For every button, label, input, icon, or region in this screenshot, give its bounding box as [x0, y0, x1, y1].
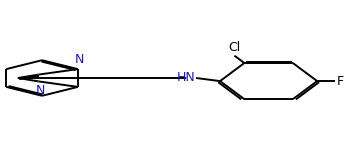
Text: Cl: Cl — [228, 41, 240, 54]
Text: HN: HN — [177, 71, 195, 85]
Text: N: N — [36, 85, 45, 98]
Text: F: F — [337, 75, 344, 88]
Text: N: N — [75, 53, 84, 66]
